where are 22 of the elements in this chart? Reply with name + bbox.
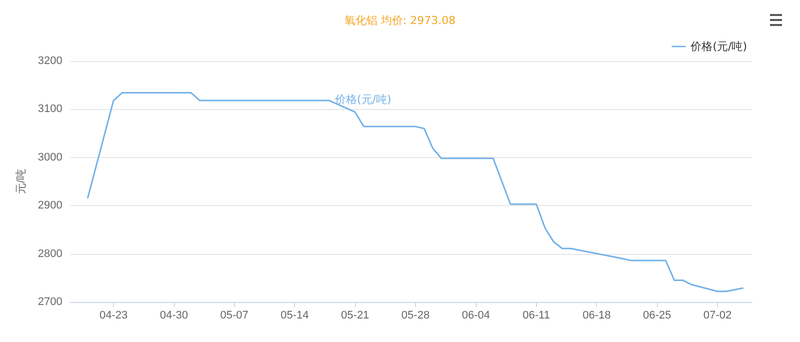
x-tick-label: 04-23 — [99, 310, 128, 322]
y-axis-title: 元/吨 — [14, 168, 28, 194]
y-tick-label: 3000 — [38, 151, 62, 164]
y-tick-label: 2700 — [38, 296, 62, 308]
line-series — [86, 92, 744, 292]
x-tick-label: 06-25 — [643, 310, 672, 322]
x-tick-label: 06-11 — [522, 310, 550, 322]
x-tick-label: 06-18 — [582, 310, 611, 322]
x-tick-label: 05-28 — [401, 310, 430, 322]
x-tick-label: 07-02 — [703, 310, 732, 322]
y-tick-label: 2900 — [38, 200, 62, 212]
x-tick-label: 05-21 — [341, 310, 370, 322]
x-tick-label: 05-07 — [220, 310, 248, 322]
x-tick-label: 06-04 — [462, 310, 490, 322]
x-tick-label: 04-30 — [160, 310, 188, 322]
annotation: 价格(元/吨) — [334, 93, 392, 106]
x-tick-label: 05-14 — [280, 310, 309, 322]
chart-title: 氧化铝 均价: 2973.08 — [344, 14, 456, 27]
y-tick-label: 2800 — [38, 248, 62, 260]
legend-label: 价格(元/吨) — [690, 40, 748, 53]
y-tick-label: 3100 — [38, 103, 62, 116]
y-tick-label: 3200 — [38, 55, 62, 67]
